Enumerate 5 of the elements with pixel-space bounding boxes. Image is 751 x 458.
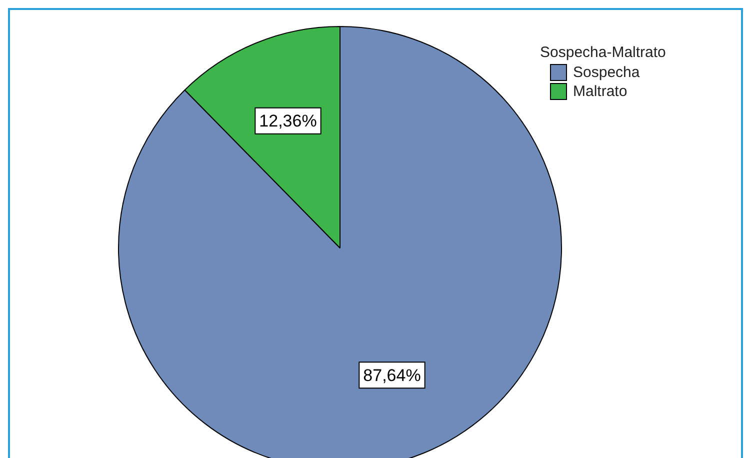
legend-label: Sospecha <box>573 64 640 81</box>
data-label: 12,36% <box>259 112 317 131</box>
legend-label: Maltrato <box>573 83 628 100</box>
data-label: 87,64% <box>363 366 421 385</box>
legend-title: Sospecha-Maltrato <box>540 44 666 61</box>
